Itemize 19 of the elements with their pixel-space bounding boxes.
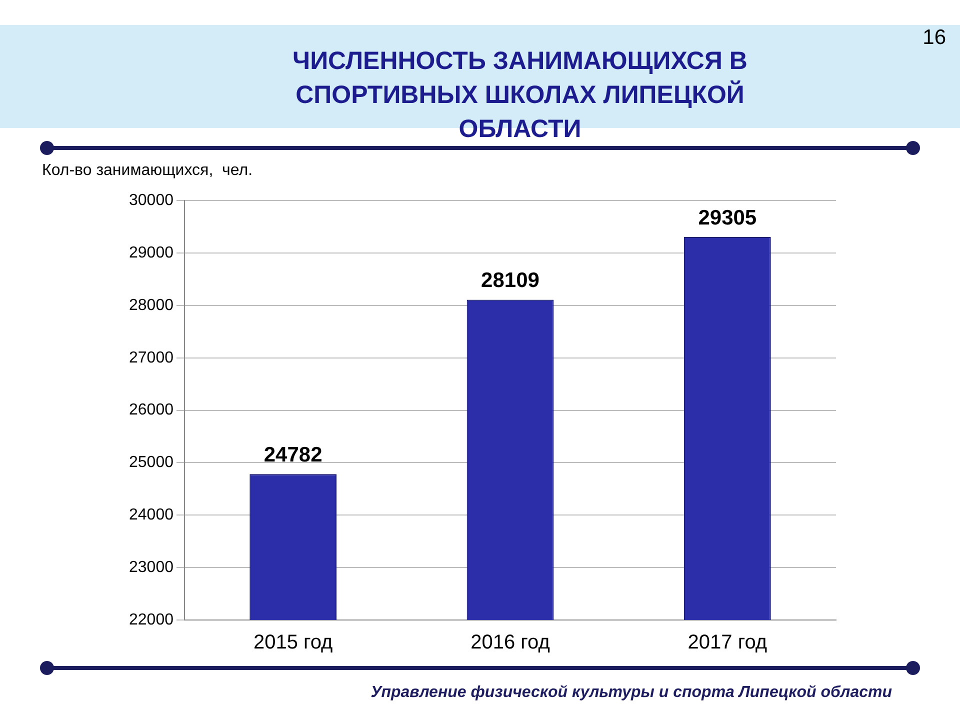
x-tick-label: 2016 год <box>470 632 550 654</box>
y-tick-label: 29000 <box>128 244 174 262</box>
y-axis-title: Кол-во занимающихся, чел. <box>42 162 253 180</box>
y-tick-label: 30000 <box>128 192 174 210</box>
y-tick-label: 27000 <box>128 349 174 366</box>
x-tick-label: 2017 год <box>688 632 768 654</box>
data-label: 28109 <box>481 269 540 292</box>
y-tick-label: 23000 <box>128 558 174 576</box>
text: 16 <box>922 26 946 50</box>
chart-title: ЧИСЛЕННОСТЬ ЗАНИМАЮЩИХСЯ В СПОРТИВНЫХ ШКОЛАХ ЛИПЕЦКОЙ ОБЛАСТИ <box>292 46 748 145</box>
text: Управление физической культуры и спорта Липецкой области <box>370 684 892 702</box>
y-tick-label: 22000 <box>128 611 174 628</box>
y-tick-label: 25000 <box>128 454 174 472</box>
data-label: 24782 <box>264 443 322 466</box>
y-tick-label: 24000 <box>128 506 174 524</box>
x-tick-label: 2015 год <box>253 632 334 654</box>
data-label: 29305 <box>698 206 757 230</box>
y-tick-label: 26000 <box>128 402 174 419</box>
y-tick-label: 28000 <box>128 296 174 314</box>
